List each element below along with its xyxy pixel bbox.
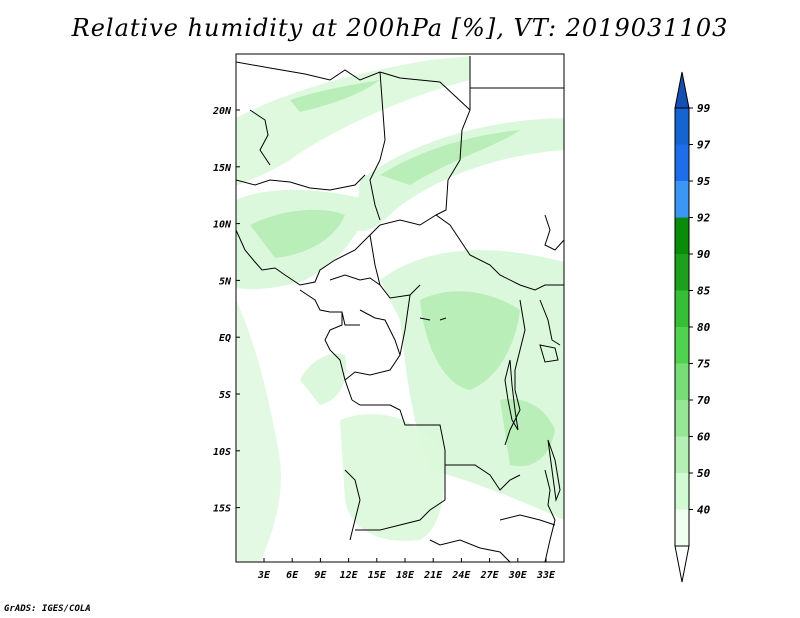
lat-tick-label: 5N bbox=[219, 276, 232, 287]
lon-tick-label: 18E bbox=[396, 570, 415, 581]
colorbar-segment bbox=[675, 290, 689, 327]
colorbar-top-arrow bbox=[674, 71, 690, 109]
lat-tick-label: EQ bbox=[219, 333, 231, 344]
lon-tick-label: 27E bbox=[480, 570, 500, 581]
map-frame bbox=[235, 53, 565, 563]
colorbar-label: 97 bbox=[697, 139, 711, 152]
grads-credit: GrADS: IGES/COLA bbox=[4, 604, 91, 614]
humidity-shading-light bbox=[250, 80, 555, 467]
colorbar-label: 75 bbox=[697, 358, 711, 371]
lat-tick-label: 5S bbox=[219, 390, 231, 401]
colorbar-label: 95 bbox=[697, 175, 711, 188]
lon-tick-label: 12E bbox=[340, 570, 359, 581]
lakes bbox=[419, 317, 561, 502]
colorbar-label: 92 bbox=[697, 212, 711, 225]
lon-tick-label: 15E bbox=[368, 570, 387, 581]
colorbar-label: 50 bbox=[697, 467, 711, 480]
lon-tick-label: 24E bbox=[451, 570, 471, 581]
colorbar-segment bbox=[675, 363, 689, 400]
colorbar-label: 90 bbox=[697, 248, 711, 261]
lat-tick-label: 10S bbox=[213, 447, 231, 458]
colorbar-segment bbox=[675, 473, 689, 510]
colorbar-segment bbox=[675, 327, 689, 364]
colorbar-segment bbox=[675, 436, 689, 473]
colorbar-label: 40 bbox=[697, 504, 711, 517]
map-title: Relative humidity at 200hPa [%], VT: 201… bbox=[71, 14, 729, 42]
lat-tick-label: 15S bbox=[213, 504, 231, 515]
lon-tick-label: 21E bbox=[423, 570, 443, 581]
colorbar-label: 70 bbox=[697, 394, 711, 407]
colorbar-segment bbox=[675, 144, 689, 181]
colorbar-segment bbox=[675, 400, 689, 437]
lat-tick-label: 10N bbox=[213, 220, 232, 231]
country-borders bbox=[236, 56, 564, 562]
lat-tick-label: 20N bbox=[212, 106, 232, 117]
lon-tick-label: 6E bbox=[286, 570, 299, 581]
colorbar-label: 80 bbox=[697, 321, 711, 334]
latitude-axis: 20N 15N 10N 5N EQ 5S 10S 15S bbox=[212, 106, 240, 515]
colorbar-segment bbox=[675, 181, 689, 218]
colorbar: 99 97 95 92 90 85 80 75 70 60 50 40 bbox=[674, 71, 711, 583]
colorbar-bottom-arrow bbox=[674, 545, 690, 583]
lon-tick-label: 9E bbox=[314, 570, 327, 581]
colorbar-label: 60 bbox=[697, 431, 711, 444]
colorbar-segment bbox=[675, 254, 689, 291]
lon-tick-label: 33E bbox=[536, 570, 556, 581]
longitude-axis: 3E 6E 9E 12E 15E 18E 21E 24E 27E 30E 33E bbox=[257, 558, 556, 581]
lon-tick-label: 3E bbox=[257, 570, 271, 581]
colorbar-label: 99 bbox=[697, 102, 711, 115]
lat-tick-label: 15N bbox=[213, 163, 232, 174]
lon-tick-label: 30E bbox=[508, 570, 528, 581]
colorbar-label: 85 bbox=[697, 285, 711, 298]
colorbar-segment bbox=[675, 108, 689, 145]
colorbar-segment bbox=[675, 217, 689, 254]
colorbar-segment bbox=[675, 509, 689, 546]
